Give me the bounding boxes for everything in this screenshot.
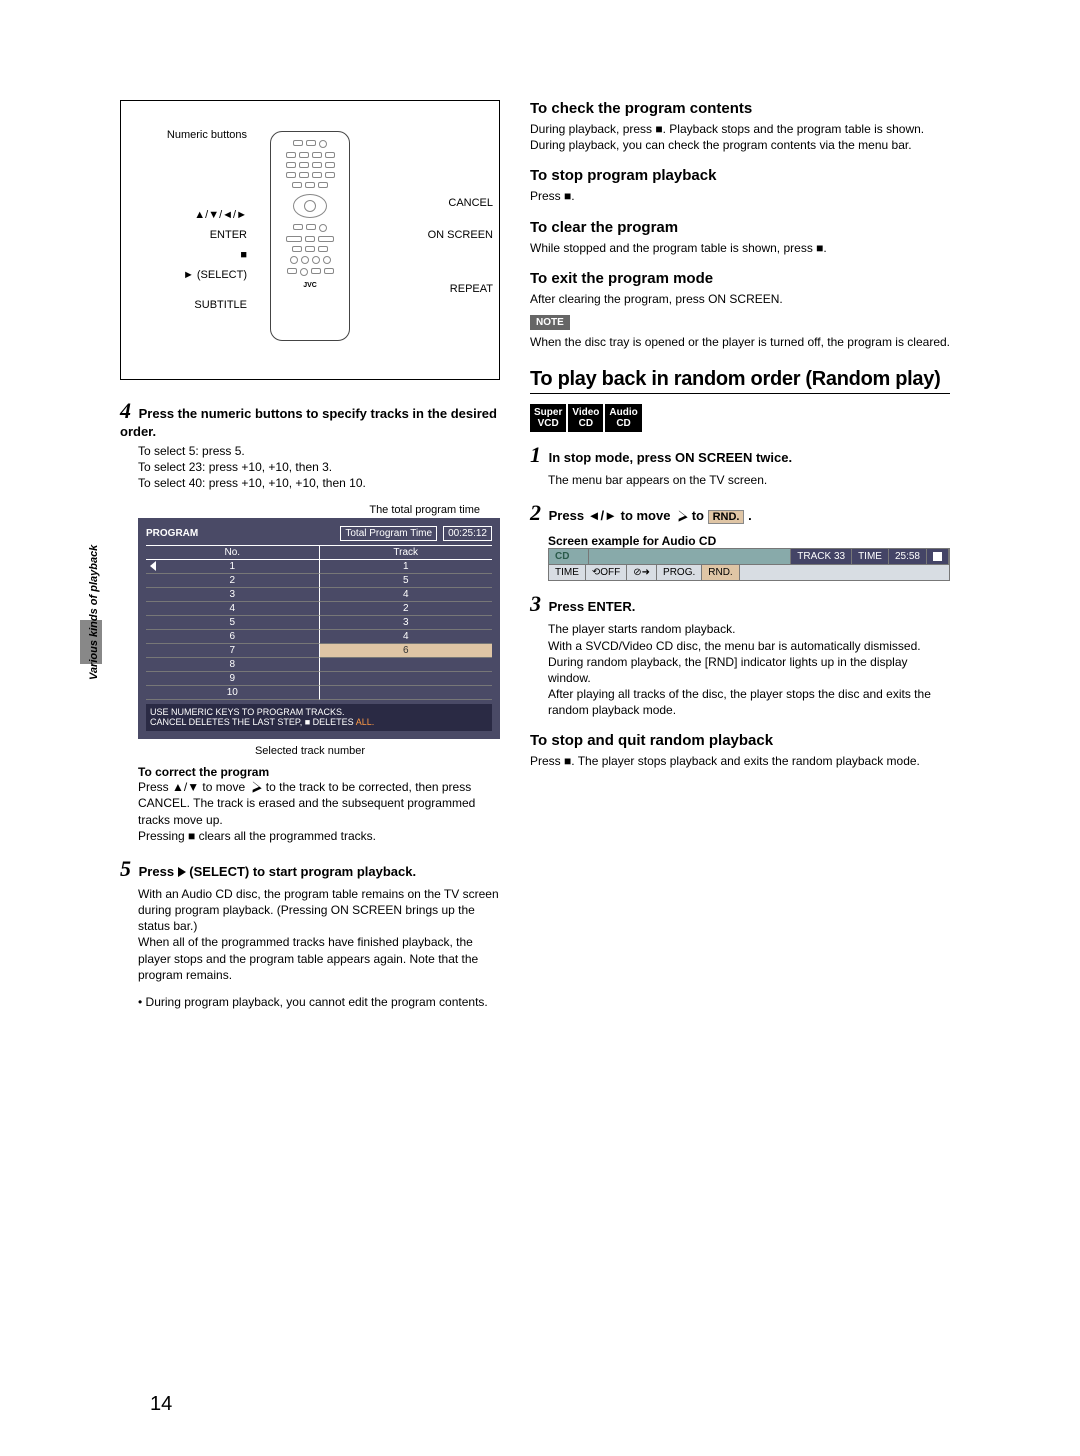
program-time-caption: The total program time <box>120 504 500 516</box>
r1-number: 1 <box>530 442 541 467</box>
label-cancel: CANCEL <box>448 197 493 209</box>
r3-body: The player starts random playback. With … <box>548 621 950 718</box>
r2-sub: Screen example for Audio CD <box>548 534 950 548</box>
mb-r2-off: ⟲OFF <box>586 565 627 580</box>
remote-body: JVC <box>270 131 350 341</box>
exit-body: After clearing the program, press ON SCR… <box>530 291 950 307</box>
label-select: ► (SELECT) <box>127 269 247 281</box>
selected-track-caption: Selected track number <box>120 745 500 757</box>
r1-heading: 1 In stop mode, press ON SCREEN twice. <box>530 442 950 468</box>
table-row: 11 <box>146 560 492 574</box>
r2-head-c: . <box>744 508 751 523</box>
table-row: 53 <box>146 616 492 630</box>
table-row: 76 <box>146 644 492 658</box>
step4-head-text: Press the numeric buttons to specify tra… <box>120 406 497 439</box>
mb-time-label: TIME <box>852 549 889 564</box>
disc-badges: SuperVCD VideoCD AudioCD <box>530 404 950 432</box>
remote-brand: JVC <box>303 282 317 289</box>
total-program-time-value: 00:25:12 <box>443 526 492 541</box>
badge-acd: AudioCD <box>605 404 641 432</box>
label-onscreen: ON SCREEN <box>428 229 493 241</box>
mb-r2-prog: PROG. <box>657 565 702 580</box>
table-row: 25 <box>146 574 492 588</box>
r3-head: Press ENTER. <box>549 599 636 614</box>
step5-head-a: Press <box>139 864 178 879</box>
stop-body: Press ■. <box>530 188 950 204</box>
step5-bullet: • During program playback, you cannot ed… <box>138 995 500 1009</box>
step4-number: 4 <box>120 398 131 423</box>
table-row: 10 <box>146 686 492 700</box>
step4-body: To select 5: press 5. To select 23: pres… <box>138 443 500 492</box>
label-enter: ENTER <box>127 229 247 241</box>
program-note-2b: ALL. <box>354 717 375 727</box>
r1-head: In stop mode, press ON SCREEN twice. <box>549 450 792 465</box>
label-subtitle: SUBTITLE <box>127 299 247 311</box>
step5-body: With an Audio CD disc, the program table… <box>138 886 500 983</box>
step4-line1: To select 5: press 5. <box>138 443 500 459</box>
step5-heading: 5 Press (SELECT) to start program playba… <box>120 856 500 882</box>
badge-svcd: SuperVCD <box>530 404 566 432</box>
step5-number: 5 <box>120 856 131 881</box>
left-column: JVC Numeric buttons ▲/▼/◄/► ENTER ■ ► (S… <box>120 100 500 1009</box>
play-icon <box>178 867 186 877</box>
r3-number: 3 <box>530 591 541 616</box>
mb-r2-rnd: RND. <box>702 565 739 580</box>
mb-r2-time: TIME <box>549 565 586 580</box>
r1-body: The menu bar appears on the TV screen. <box>548 472 950 488</box>
mb-r2-arrow: ⊘➜ <box>627 565 657 580</box>
mb-stop-icon <box>927 549 949 564</box>
step4-line3: To select 40: press +10, +10, +10, then … <box>138 475 500 491</box>
r3-heading: 3 Press ENTER. <box>530 591 950 617</box>
r2-number: 2 <box>530 500 541 525</box>
table-row: 8 <box>146 658 492 672</box>
total-program-time-label: Total Program Time <box>340 526 437 541</box>
label-numeric: Numeric buttons <box>127 129 247 141</box>
table-row: 64 <box>146 630 492 644</box>
r2-heading: 2 Press ◄/► to move to RND. . <box>530 500 950 526</box>
check-title: To check the program contents <box>530 100 950 117</box>
note-body: When the disc tray is opened or the play… <box>530 334 950 350</box>
right-column: To check the program contents During pla… <box>530 100 950 1009</box>
page-number: 14 <box>150 1393 172 1416</box>
col-track: Track <box>320 546 493 559</box>
program-title: PROGRAM <box>146 528 340 539</box>
remote-diagram: JVC Numeric buttons ▲/▼/◄/► ENTER ■ ► (S… <box>120 100 500 380</box>
note-badge: NOTE <box>530 315 570 330</box>
col-no: No. <box>146 546 320 559</box>
exit-title: To exit the program mode <box>530 270 950 287</box>
mb-cd: CD <box>549 549 589 564</box>
step4-line2: To select 23: press +10, +10, then 3. <box>138 459 500 475</box>
label-repeat: REPEAT <box>450 283 493 295</box>
cursor-icon <box>248 781 262 795</box>
program-note-1: USE NUMERIC KEYS TO PROGRAM TRACKS. <box>150 707 488 718</box>
table-row: 42 <box>146 602 492 616</box>
table-row: 9 <box>146 672 492 686</box>
mb-time-val: 25:58 <box>889 549 927 564</box>
check-body: During playback, press ■. Playback stops… <box>530 121 950 153</box>
random-play-title: To play back in random order (Random pla… <box>530 368 950 394</box>
label-dpad: ▲/▼/◄/► <box>127 209 247 221</box>
stopq-title: To stop and quit random playback <box>530 732 950 749</box>
side-section-label: Various kinds of playback <box>88 545 100 680</box>
step4-heading: 4 Press the numeric buttons to specify t… <box>120 398 500 439</box>
correct-program-head: To correct the program <box>138 765 500 779</box>
r2-head-a: Press ◄/► to move <box>549 508 674 523</box>
program-note: USE NUMERIC KEYS TO PROGRAM TRACKS. CANC… <box>146 704 492 732</box>
rnd-box: RND. <box>708 510 745 524</box>
clear-title: To clear the program <box>530 219 950 236</box>
mb-track: TRACK 33 <box>791 549 852 564</box>
clear-body: While stopped and the program table is s… <box>530 240 950 256</box>
step5-head-b: (SELECT) to start program playback. <box>186 864 416 879</box>
cursor-icon <box>674 510 688 524</box>
program-note-2a: CANCEL DELETES THE LAST STEP, ■ DELETES <box>150 717 354 727</box>
menubar-example: CD TRACK 33 TIME 25:58 TIME ⟲OFF ⊘➜ PROG… <box>548 548 950 581</box>
label-stop: ■ <box>127 249 247 261</box>
r2-head-b: to <box>688 508 708 523</box>
table-row: 34 <box>146 588 492 602</box>
badge-vcd: VideoCD <box>568 404 603 432</box>
program-table: PROGRAM Total Program Time 00:25:12 No. … <box>138 518 500 740</box>
stopq-body: Press ■. The player stops playback and e… <box>530 753 950 769</box>
correct-program-body: Press ▲/▼ to move to the track to be cor… <box>138 779 500 844</box>
stop-title: To stop program playback <box>530 167 950 184</box>
